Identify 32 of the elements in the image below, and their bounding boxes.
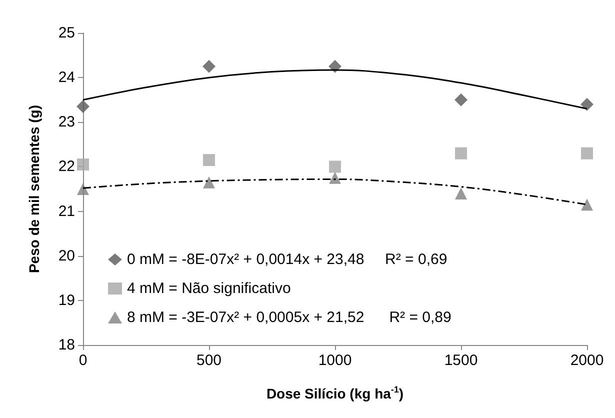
y-tick-label: 22 bbox=[58, 158, 75, 176]
x-tick-label: 1500 bbox=[444, 352, 478, 369]
point bbox=[77, 183, 89, 195]
x-tick-label: 1000 bbox=[318, 352, 352, 369]
y-tick-label: 19 bbox=[58, 292, 75, 309]
legend-label: 8 mM = -3E-07x² + 0,0005x + 21,52 R² = 0,89 bbox=[127, 309, 452, 326]
point bbox=[580, 98, 594, 111]
y-tick-label: 24 bbox=[58, 69, 75, 86]
y-tick-label: 25 bbox=[58, 24, 75, 42]
y-tick-label: 20 bbox=[58, 247, 75, 264]
point bbox=[581, 198, 593, 211]
point bbox=[581, 147, 593, 160]
point bbox=[202, 60, 216, 73]
point bbox=[329, 172, 341, 184]
y-axis-title: Peso de mil sementes (g) bbox=[26, 104, 42, 274]
x-tick-label: 500 bbox=[196, 352, 222, 369]
point bbox=[455, 147, 467, 160]
point bbox=[76, 100, 90, 114]
y-tick-label: 21 bbox=[58, 202, 75, 220]
point bbox=[329, 160, 341, 173]
legend-label: 4 mM = Não significativo bbox=[127, 280, 291, 297]
point bbox=[328, 60, 342, 73]
y-tick-label: 18 bbox=[58, 336, 75, 354]
point bbox=[454, 93, 468, 106]
legend-label: 0 mM = -8E-07x² + 0,0014x + 23,48 R² = 0,69 bbox=[127, 251, 448, 268]
x-tick-label: 0 bbox=[78, 352, 88, 369]
point bbox=[203, 154, 215, 166]
x-tick-label: 2000 bbox=[570, 352, 604, 369]
point bbox=[203, 176, 215, 188]
point bbox=[455, 187, 467, 200]
point bbox=[77, 158, 89, 170]
y-tick-label: 23 bbox=[58, 114, 75, 131]
